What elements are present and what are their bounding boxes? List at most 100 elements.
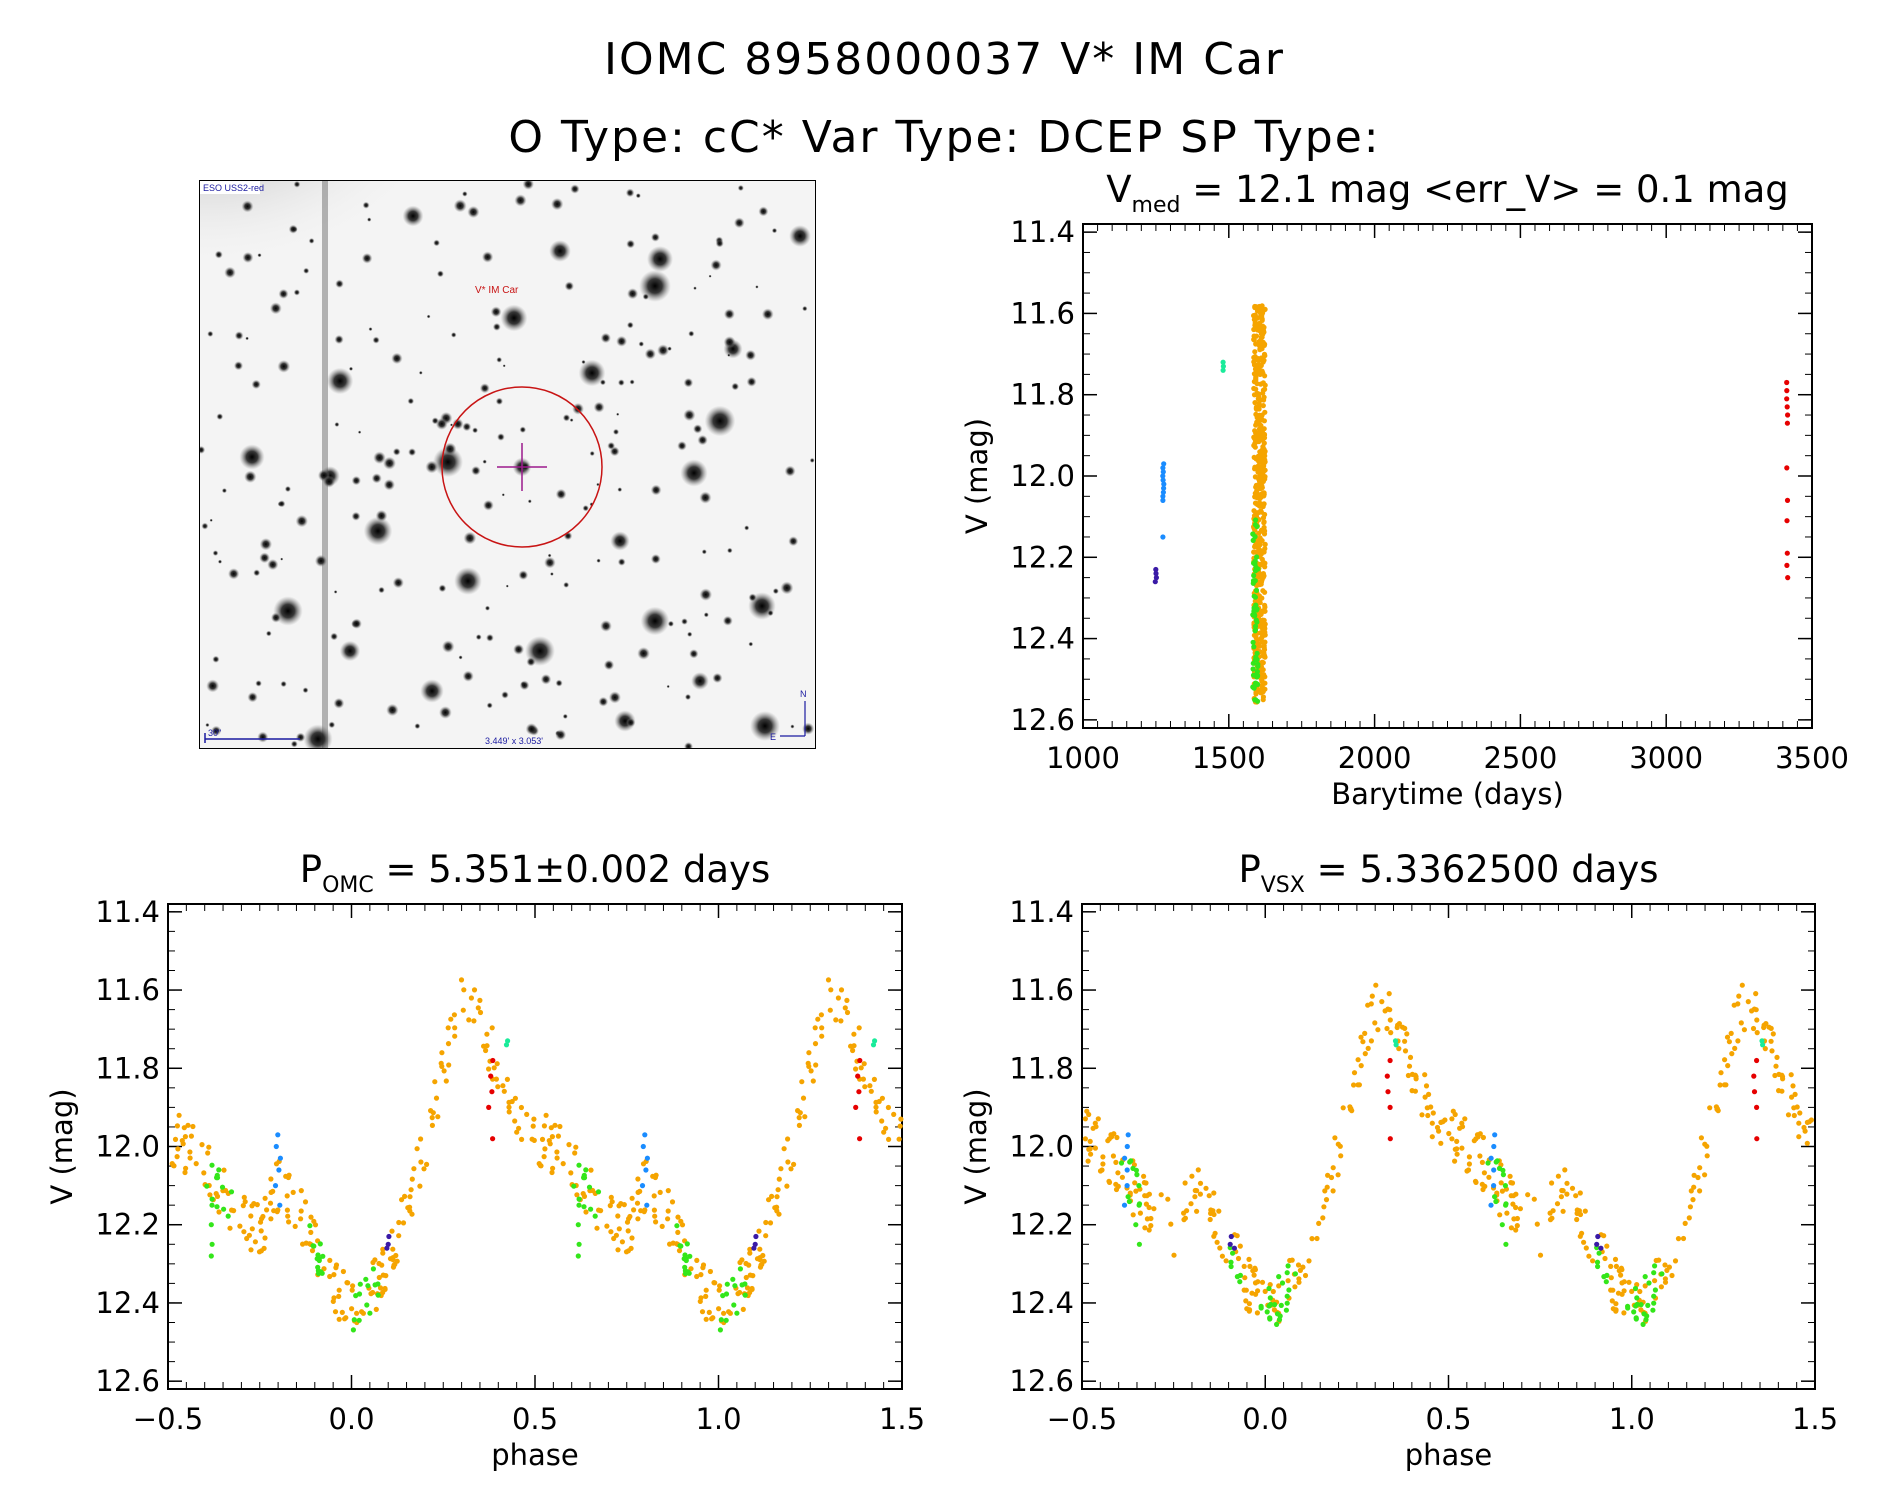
data-point	[370, 1289, 376, 1296]
data-point	[390, 1246, 396, 1252]
plot-title: PVSX = 5.3362500 days	[1238, 848, 1658, 898]
data-point	[598, 1208, 604, 1214]
data-point	[1309, 1236, 1315, 1242]
data-point	[802, 1114, 808, 1120]
data-point	[1097, 1168, 1104, 1174]
data-point	[1152, 579, 1158, 585]
field-star	[626, 239, 635, 249]
data-point	[1675, 1236, 1682, 1242]
field-star	[625, 188, 635, 198]
data-point	[286, 1219, 292, 1225]
data-point	[1784, 396, 1790, 402]
data-point	[320, 1253, 326, 1259]
data-point	[396, 1219, 402, 1226]
data-point	[860, 1076, 867, 1082]
data-point	[1784, 518, 1790, 524]
x-tick-label: 2500	[1483, 741, 1557, 775]
data-point	[179, 1138, 185, 1144]
field-star	[433, 239, 440, 247]
data-point	[311, 1243, 317, 1249]
data-point	[1574, 1216, 1580, 1223]
data-point	[723, 1317, 729, 1323]
field-star	[335, 279, 344, 289]
field-star	[502, 364, 506, 368]
data-point	[674, 1223, 680, 1229]
data-point	[1569, 1185, 1576, 1191]
field-star	[391, 352, 403, 365]
field-star	[712, 672, 723, 684]
data-point	[694, 1257, 700, 1263]
data-point	[1253, 517, 1259, 523]
data-point	[1784, 562, 1790, 569]
data-point	[1257, 580, 1263, 586]
data-point	[1486, 1174, 1492, 1180]
data-point	[490, 1057, 496, 1064]
data-point	[856, 1089, 862, 1095]
data-point	[1687, 1204, 1693, 1210]
data-point	[277, 1155, 283, 1161]
data-point	[1464, 1168, 1470, 1174]
data-point	[1092, 1145, 1098, 1151]
field-star	[392, 577, 404, 589]
data-point	[500, 1083, 506, 1089]
data-point	[1253, 617, 1259, 623]
data-point	[743, 1274, 749, 1281]
data-point	[349, 1287, 355, 1293]
data-point	[1251, 385, 1257, 392]
data-point	[806, 1050, 812, 1056]
data-point	[1203, 1185, 1209, 1191]
data-point	[1365, 1045, 1371, 1051]
data-point	[1252, 370, 1258, 376]
field-star	[519, 680, 530, 691]
data-point	[1254, 390, 1260, 396]
field-star	[371, 473, 382, 484]
data-point	[657, 1189, 663, 1195]
data-point	[583, 1209, 589, 1215]
data-point	[717, 1327, 724, 1333]
data-point	[1296, 1276, 1302, 1282]
field-star	[562, 414, 571, 422]
data-point	[364, 1302, 370, 1308]
field-star	[462, 422, 472, 432]
data-point	[408, 1187, 414, 1193]
data-point	[1631, 1309, 1637, 1315]
data-point	[665, 1216, 671, 1222]
data-point	[331, 1295, 337, 1301]
data-point	[853, 1066, 859, 1072]
data-point	[1438, 1140, 1444, 1146]
data-point	[723, 1291, 730, 1297]
data-point	[1195, 1167, 1201, 1173]
data-point	[1387, 1136, 1393, 1142]
data-point	[350, 1283, 356, 1289]
survey-label: ESO USS2-red	[203, 183, 264, 193]
data-point	[241, 1194, 247, 1200]
data-point	[1669, 1272, 1675, 1279]
field-star	[627, 288, 639, 300]
field-star	[666, 684, 670, 689]
data-point	[1698, 1135, 1704, 1141]
data-point	[574, 1192, 580, 1198]
data-point	[414, 1146, 420, 1152]
data-point	[1791, 1105, 1797, 1111]
data-point	[1503, 1202, 1509, 1208]
data-point	[1252, 474, 1258, 480]
data-point	[1613, 1263, 1619, 1269]
field-star	[303, 724, 333, 748]
data-point	[1500, 1167, 1506, 1173]
data-point	[785, 1136, 791, 1142]
data-point	[775, 1187, 781, 1193]
data-point	[1517, 1206, 1523, 1212]
data-point	[1785, 1112, 1792, 1118]
data-point	[868, 1088, 874, 1094]
data-point	[1773, 1063, 1779, 1069]
data-point	[1255, 469, 1261, 475]
field-star	[689, 649, 699, 659]
data-point	[1412, 1072, 1418, 1078]
data-point	[176, 1112, 182, 1118]
data-point	[538, 1163, 544, 1169]
data-point	[776, 1211, 782, 1217]
data-point	[682, 1252, 688, 1258]
data-point	[363, 1276, 369, 1282]
data-point	[724, 1281, 730, 1287]
plot-2: 11.4 11.6 11.8 12.0 12.2 12.4 12.6 −0.5 0.0 0.5 1.…	[45, 848, 925, 1472]
